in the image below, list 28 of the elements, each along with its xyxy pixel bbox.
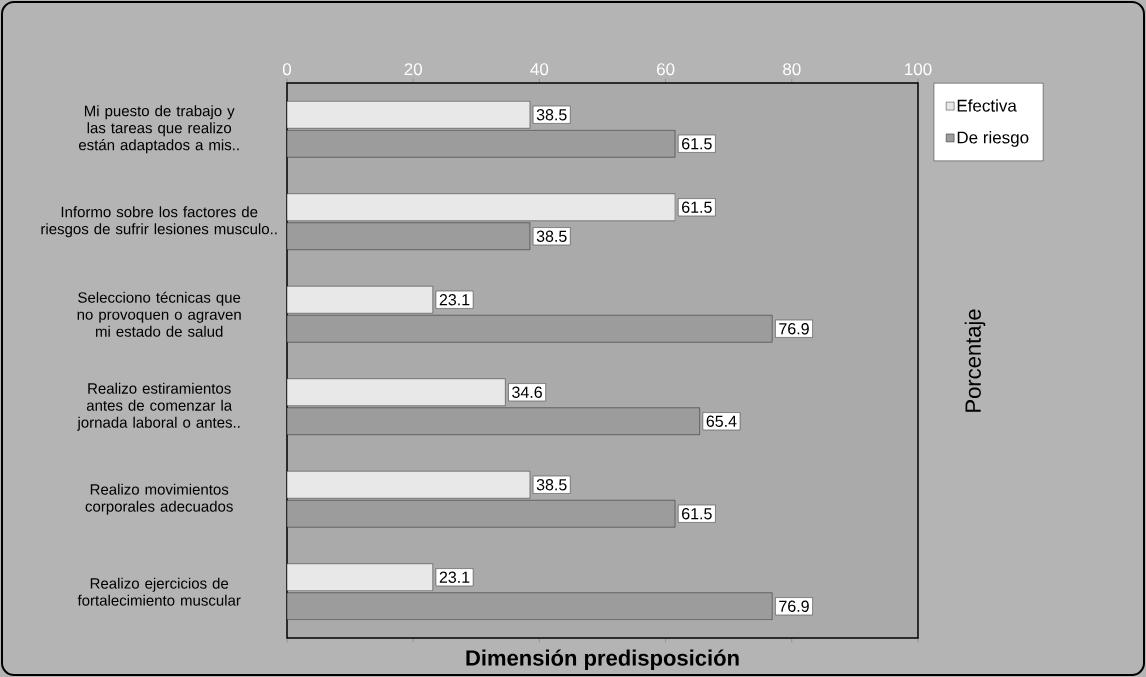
data-label: 61.5 — [682, 201, 712, 213]
text: Dimensión predisposición — [466, 649, 739, 671]
data-label: 23.1 — [439, 294, 470, 306]
data-label: 61.5 — [682, 138, 712, 150]
data-label: 38.5 — [536, 479, 567, 491]
y-tick-label: Selecciono técnicas que no provoquen o agraven mi estado de salud — [77, 291, 241, 337]
y-tick-label: Realizo estiramientos antes de comenzar la jornada laboral o antes.. — [77, 382, 240, 431]
y-tick-label: Realizo ejercicios de fortalecimiento muscular — [77, 577, 241, 606]
text: Porcentaje — [964, 309, 986, 412]
x-tick-label: 40 — [530, 63, 549, 76]
x-tick-label: 20 — [404, 63, 422, 76]
y-tick-label: Informo sobre los factores de riesgos de sufrir lesiones musculo.. — [41, 206, 277, 238]
legend-label: De riesgo — [957, 131, 1029, 147]
data-label: 38.5 — [536, 109, 567, 121]
data-label: 65.4 — [706, 415, 737, 427]
y-tick-label: Mi puesto de trabajo y las tareas que realizo están adaptados a mis.. — [78, 105, 239, 154]
data-label: 76.9 — [779, 600, 809, 612]
data-label: 23.1 — [439, 571, 470, 583]
legend-label: Efectiva — [957, 99, 1017, 112]
data-label: 38.5 — [536, 230, 567, 242]
x-tick-label: 80 — [783, 63, 801, 76]
x-tick-label: 0 — [282, 63, 292, 76]
data-label: 34.6 — [512, 386, 542, 398]
data-label: 61.5 — [682, 508, 712, 520]
data-label: 76.9 — [779, 323, 809, 335]
x-tick-label: 100 — [905, 63, 932, 76]
x-tick-label: 60 — [657, 63, 675, 76]
y-tick-label: Realizo movimientos corporales adecuados — [85, 483, 233, 515]
